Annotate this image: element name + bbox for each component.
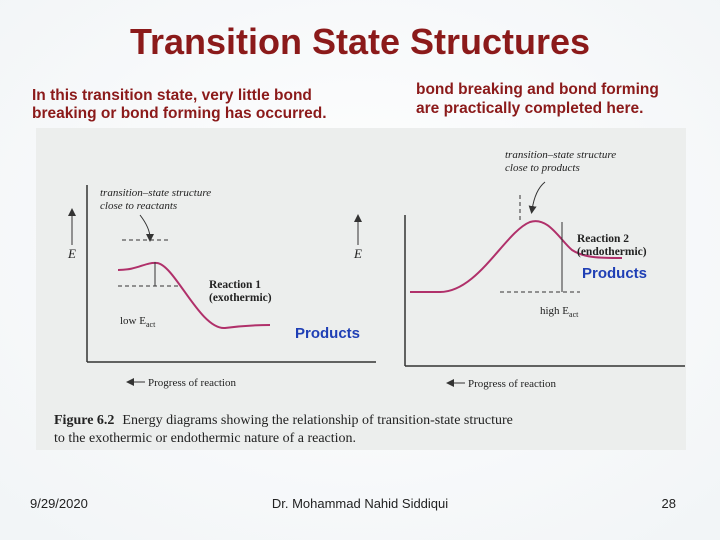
caption: to the exothermic or endothermic nature … [54,431,356,446]
annotation: close to reactants [100,200,177,212]
reaction-label: Reaction 1 [209,279,261,291]
callout-line: In this transition state, very little bo… [32,87,312,104]
callout-line: breaking or bond forming has occurred. [32,105,327,122]
axis-label: E [67,246,76,261]
footer-page: 28 [662,496,676,511]
callout-line: are practically completed here. [416,100,643,117]
callout-line: bond breaking and bond forming [416,81,659,98]
title: Transition State Structures [130,21,590,62]
annotation-arrow [528,181,546,214]
axis-label: E [353,246,362,261]
energy-label: low Eact [120,315,156,329]
caption: Figure 6.2 Energy diagrams showing the re… [54,413,513,428]
products-label: Products [582,265,647,282]
axis-label: Progress of reaction [468,378,556,390]
caption-text: Energy diagrams showing the relationship… [122,413,512,428]
products-label: Products [295,325,360,342]
energy-curve [117,261,271,330]
energy-subscript: act [146,320,156,329]
axis-label: Progress of reaction [148,377,236,389]
energy-text: low E [120,315,146,327]
energy-subscript: act [569,310,579,319]
annotation: transition–state structure [505,149,616,161]
figure-content: E transition–state structure close to re… [54,149,685,446]
callout-left: In this transition state, very little bo… [32,87,327,122]
annotation: close to products [505,162,580,174]
energy-curve [410,220,623,293]
figure [36,128,686,450]
callout-right: bond breaking and bond forming are pract… [416,81,659,117]
annotation: transition–state structure [100,187,211,199]
energy-text: high E [540,305,569,317]
footer-date: 9/29/2020 [30,496,88,511]
reaction-label: (exothermic) [209,292,272,304]
reaction-label: Reaction 2 [577,233,629,245]
reaction-label: (endothermic) [577,246,647,258]
energy-label: high Eact [540,305,579,319]
caption-label: Figure 6.2 [54,413,114,428]
footer-author: Dr. Mohammad Nahid Siddiqui [272,496,448,511]
annotation-arrow [139,214,154,242]
